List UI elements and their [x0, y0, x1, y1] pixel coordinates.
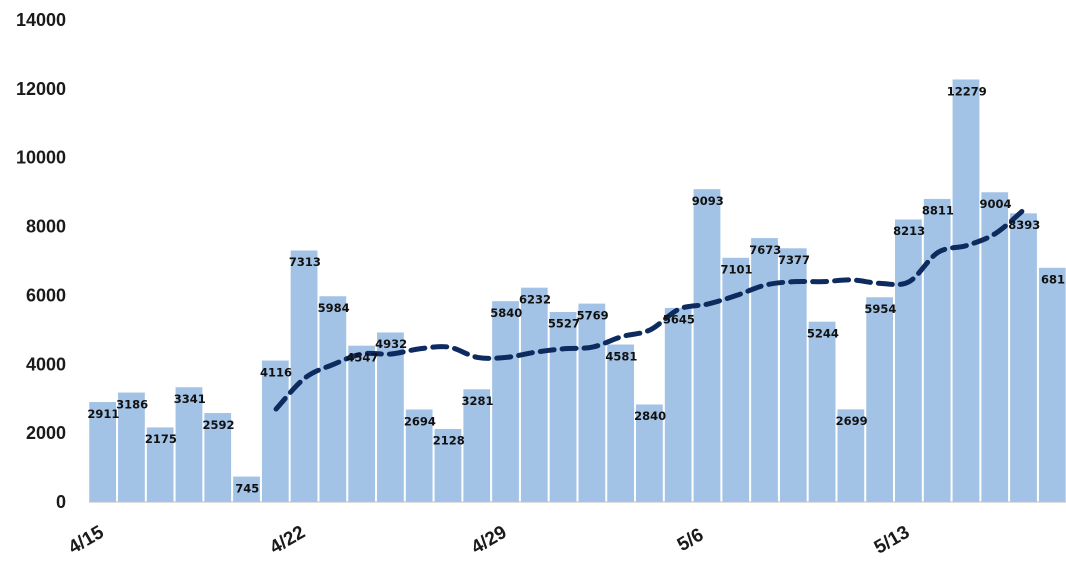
data-label: 681 — [1041, 273, 1065, 287]
data-label: 5840 — [490, 306, 522, 320]
data-label: 8213 — [893, 224, 925, 238]
bar-4-21 — [261, 360, 290, 503]
bar-4-26 — [405, 409, 434, 503]
bar-5-16 — [980, 191, 1009, 503]
y-tick-label: 12000 — [16, 79, 66, 99]
bar-5-18 — [1038, 267, 1066, 503]
data-label: 5769 — [577, 308, 609, 322]
x-tick-label: 5/6 — [674, 525, 707, 556]
bar-5-4 — [635, 403, 664, 503]
data-label: 3341 — [174, 392, 206, 406]
bar-5-11 — [836, 408, 865, 503]
bar-4-28 — [462, 388, 491, 503]
y-axis: 0 2000 4000 6000 8000 10000 12000 14000 — [16, 10, 66, 512]
data-label: 5984 — [318, 301, 350, 315]
bar-4-20 — [232, 476, 261, 503]
data-label: 4547 — [346, 350, 378, 364]
bar-4-15 — [88, 401, 117, 503]
bar-5-5 — [664, 307, 693, 503]
x-tick-label: 4/22 — [266, 522, 309, 559]
bar-5-13 — [894, 218, 923, 503]
data-label: 2128 — [433, 434, 465, 448]
bar-5-1 — [549, 311, 577, 503]
y-tick-label: 4000 — [26, 354, 66, 374]
data-label: 745 — [235, 481, 259, 495]
data-label: 4116 — [260, 365, 292, 379]
y-tick-label: 0 — [56, 492, 66, 512]
data-label: 3281 — [461, 394, 493, 408]
y-tick-label: 6000 — [26, 285, 66, 305]
data-label: 2911 — [87, 407, 119, 421]
data-label: 5645 — [663, 313, 695, 327]
data-label: 4932 — [375, 337, 407, 351]
data-label: 9004 — [979, 197, 1011, 211]
bar-4-30 — [520, 287, 549, 503]
data-label: 4581 — [605, 349, 637, 363]
bar-4-25 — [376, 331, 405, 503]
bar-4-19 — [203, 412, 232, 503]
bar-4-16 — [117, 392, 146, 503]
bar-4-18 — [175, 386, 203, 503]
data-label: 7673 — [749, 243, 781, 257]
x-tick-label: 5/13 — [871, 522, 914, 559]
data-label: 6232 — [519, 292, 551, 306]
bar-5-14 — [923, 198, 952, 503]
data-label: 7101 — [720, 263, 752, 277]
x-axis: 4/15 4/22 4/29 5/6 5/13 — [65, 501, 1066, 559]
data-label: 9093 — [692, 194, 724, 208]
bar-4-24 — [347, 345, 376, 503]
y-tick-label: 10000 — [16, 148, 66, 168]
data-label: 2175 — [145, 432, 177, 446]
bar-4-17 — [146, 426, 175, 503]
data-label: 2699 — [836, 414, 868, 428]
data-label: 7377 — [778, 253, 810, 267]
bar-5-2 — [577, 303, 606, 503]
bar-5-15 — [952, 79, 980, 503]
bar-4-23 — [318, 295, 347, 503]
bar-5-3 — [606, 344, 635, 503]
bar-5-9 — [779, 247, 808, 503]
data-labels-group: 2911318621753341259274541167313598445474… — [87, 84, 1065, 495]
trend-line — [273, 206, 1027, 412]
data-label: 12279 — [947, 84, 987, 98]
bar-5-6 — [693, 188, 721, 503]
x-tick-label: 4/15 — [65, 522, 108, 559]
data-label: 3186 — [116, 397, 148, 411]
data-label: 8393 — [1008, 218, 1040, 232]
bar-5-12 — [865, 296, 894, 503]
data-label: 2840 — [634, 409, 666, 423]
data-label: 5954 — [864, 302, 896, 316]
data-label: 5527 — [548, 317, 580, 331]
trend-group — [273, 206, 1027, 412]
bar-4-29 — [491, 300, 520, 503]
bars-group — [88, 79, 1066, 503]
data-label: 2694 — [404, 414, 436, 428]
data-label: 8811 — [922, 204, 954, 218]
data-label: 2592 — [202, 418, 234, 432]
x-tick-label: 4/29 — [468, 522, 511, 559]
y-tick-label: 2000 — [26, 423, 66, 443]
bar-5-10 — [808, 321, 836, 503]
y-tick-label: 8000 — [26, 217, 66, 237]
y-tick-label: 14000 — [16, 10, 66, 30]
bar-5-17 — [1009, 212, 1038, 503]
data-label: 7313 — [289, 255, 321, 269]
data-label: 5244 — [807, 326, 839, 340]
bar-5-8 — [750, 237, 779, 503]
